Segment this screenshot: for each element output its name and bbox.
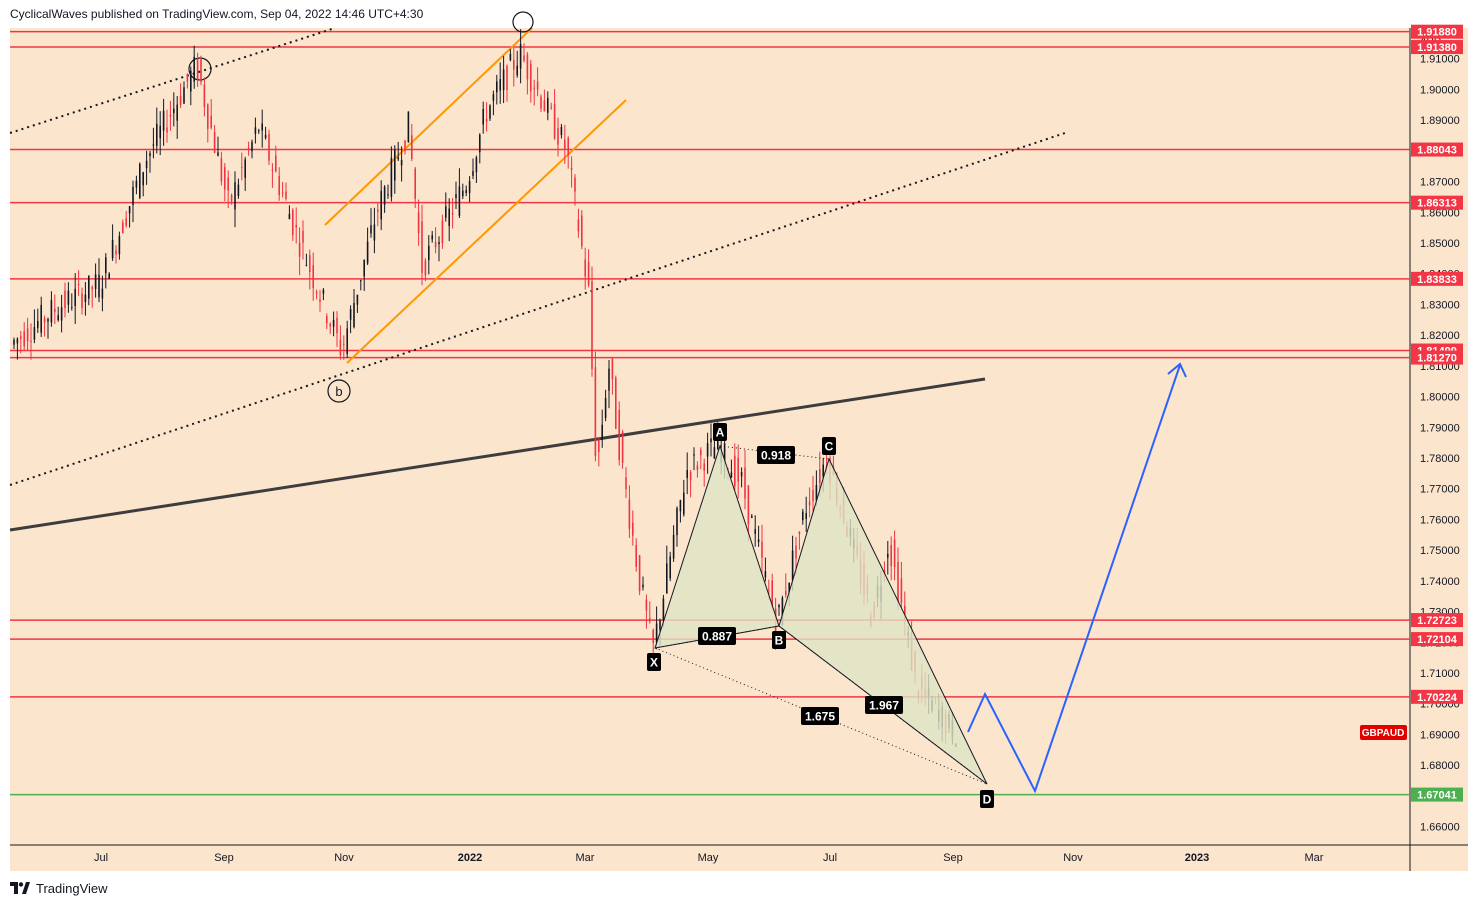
level-price-tag — [1411, 350, 1463, 365]
harmonic-pattern: X A B C D 0.918 0.887 1.675 1.967 — [647, 423, 994, 808]
pattern-point-label: D — [983, 793, 992, 807]
wave-marker-top — [188, 57, 212, 81]
ratio-box — [698, 627, 736, 645]
ratio-label: 1.967 — [869, 699, 899, 713]
level-price-tag — [1411, 613, 1463, 628]
pattern-point-label: A — [716, 426, 725, 440]
tradingview-brand[interactable]: TradingView — [36, 880, 108, 896]
pattern-xb-line — [654, 625, 780, 649]
level-price-tag-label: 1.83833 — [1417, 274, 1457, 286]
time-tick-label: Sep — [214, 852, 234, 864]
ratio-label: 0.918 — [761, 449, 791, 463]
price-tick-label: 1.85000 — [1420, 238, 1460, 250]
price-tick-label: 1.90000 — [1420, 84, 1460, 96]
level-price-tag — [1411, 632, 1463, 647]
plot-background — [10, 28, 1468, 871]
price-tick-label: 1.66000 — [1420, 822, 1460, 834]
price-tick-label: 1.86000 — [1420, 207, 1460, 219]
projection-arrowhead — [1167, 362, 1187, 378]
time-tick-label: May — [698, 852, 719, 864]
orange-channel-top — [324, 27, 533, 226]
symbol-tag — [1360, 725, 1407, 740]
price-tick-label: 1.68000 — [1420, 760, 1460, 772]
level-price-tag — [1411, 142, 1463, 157]
wave-marker-partial — [512, 11, 534, 33]
tradingview-logo-icon[interactable] — [10, 882, 30, 894]
level-price-tag-label: 1.67041 — [1417, 790, 1457, 802]
price-tick-label: 1.78000 — [1420, 453, 1460, 465]
candlesticks — [13, 29, 957, 748]
level-price-tag-label: 1.86313 — [1417, 198, 1457, 210]
ratio-box — [757, 446, 795, 464]
ratio-box — [865, 696, 903, 714]
price-tick-label: 1.89000 — [1420, 115, 1460, 127]
time-tick-label: Nov — [334, 852, 354, 864]
symbol-tag-label: GBPAUD — [1362, 728, 1405, 739]
ratio-box — [801, 707, 839, 725]
price-tick-label: 1.79000 — [1420, 422, 1460, 434]
time-tick-label: Jul — [94, 852, 108, 864]
drawings-layer: b — [9, 11, 1187, 794]
price-tick-label: 1.80000 — [1420, 392, 1460, 404]
footer: TradingView — [10, 876, 108, 900]
price-tick-label: 1.91000 — [1420, 54, 1460, 66]
plot-area — [10, 28, 1410, 845]
publisher-line: CyclicalWaves published on TradingView.c… — [10, 7, 424, 21]
level-price-tag — [1411, 271, 1463, 286]
axes: 1.910001.900001.890001.880001.870001.860… — [94, 24, 1463, 864]
price-tick-label: 1.82000 — [1420, 330, 1460, 342]
time-tick-label: Sep — [943, 852, 963, 864]
time-tick-label: Nov — [1063, 852, 1083, 864]
ratio-label: 1.675 — [805, 710, 835, 724]
level-price-tag-label: 1.88043 — [1417, 145, 1457, 157]
time-tick-label: 2022 — [458, 852, 482, 864]
pattern-point-box — [980, 790, 994, 808]
level-price-tag-label: 1.81270 — [1417, 353, 1457, 365]
time-tick-label: 2023 — [1185, 852, 1209, 864]
price-tick-label: 1.71000 — [1420, 668, 1460, 680]
level-price-tag-label: 1.70224 — [1417, 692, 1458, 704]
level-price-tag-label: 1.72104 — [1417, 634, 1458, 646]
level-price-tag — [1411, 787, 1463, 802]
price-tick-label: 1.76000 — [1420, 514, 1460, 526]
level-price-tag-label: 1.91380 — [1417, 42, 1457, 54]
price-chart[interactable]: b X A B C D 0.918 0.887 1.675 1.967 1.91000 1.900… — [0, 0, 1478, 876]
pattern-point-box — [772, 631, 786, 649]
pattern-point-label: C — [825, 440, 834, 454]
price-axis-area — [1410, 28, 1468, 871]
pattern-point-box — [647, 653, 661, 671]
level-price-tag-label: 1.91880 — [1417, 27, 1457, 39]
orange-channel-bottom — [346, 99, 627, 364]
price-tick-label: 1.69000 — [1420, 729, 1460, 741]
grey-trendline — [9, 377, 986, 532]
time-axis-area — [10, 845, 1410, 871]
pattern-point-label: B — [775, 634, 784, 648]
level-price-tag — [1411, 689, 1463, 704]
projection-path — [967, 364, 1181, 794]
wave-label-b: b — [335, 384, 342, 399]
time-tick-label: Mar — [576, 852, 595, 864]
pattern-point-box — [713, 423, 727, 441]
ratio-label: 0.887 — [702, 630, 732, 644]
pattern-point-label: X — [650, 656, 658, 670]
price-tick-label: 1.74000 — [1420, 576, 1460, 588]
level-price-tag-label: 1.72723 — [1417, 615, 1457, 627]
level-price-tag — [1411, 24, 1463, 39]
time-tick-label: Mar — [1305, 852, 1324, 864]
time-tick-label: Jul — [823, 852, 837, 864]
price-tick-label: 1.77000 — [1420, 484, 1460, 496]
level-price-tag — [1411, 40, 1463, 55]
wave-marker-b — [327, 379, 351, 403]
publisher-header: CyclicalWaves published on TradingView.c… — [0, 0, 1478, 28]
level-price-tag — [1411, 195, 1463, 210]
price-tick-label: 1.83000 — [1420, 299, 1460, 311]
price-tick-label: 1.87000 — [1420, 177, 1460, 189]
price-tick-label: 1.75000 — [1420, 545, 1460, 557]
pattern-point-box — [822, 437, 836, 455]
